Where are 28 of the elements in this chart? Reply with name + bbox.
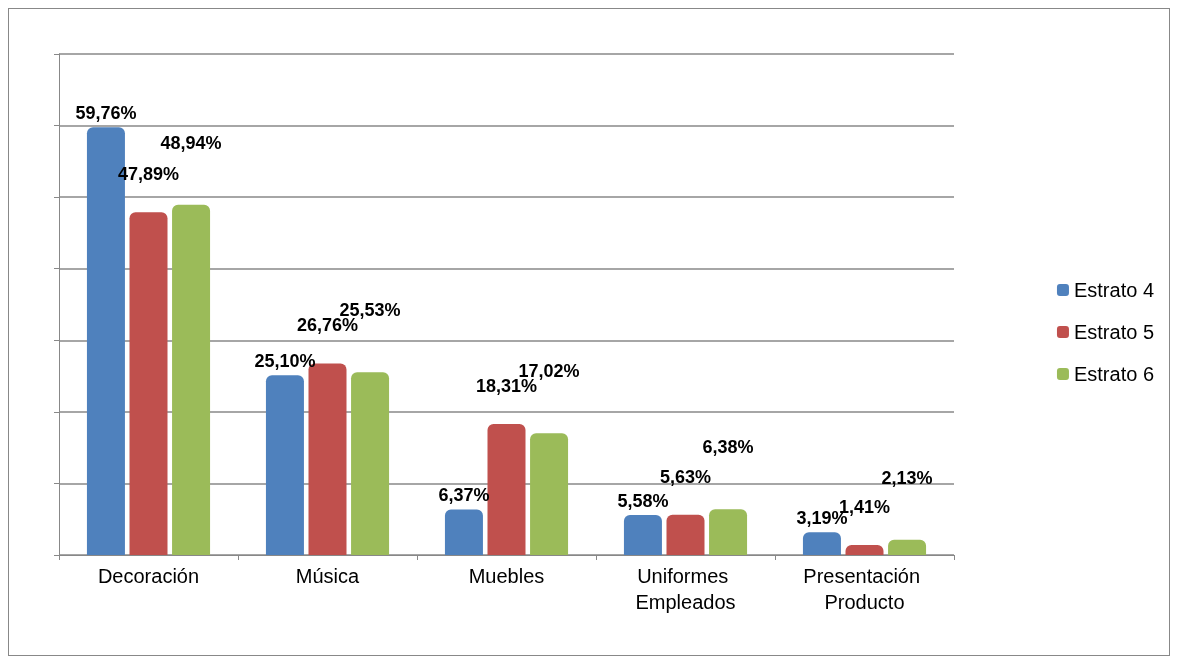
x-tick-label: Uniformes Empleados xyxy=(635,565,736,613)
bar xyxy=(351,372,390,555)
data-label: 48,94% xyxy=(160,132,222,153)
legend-label: Estrato 6 xyxy=(1073,363,1155,385)
data-label: 6,38% xyxy=(702,437,754,458)
bar xyxy=(530,433,569,555)
data-label: 5,63% xyxy=(659,466,712,487)
bar xyxy=(265,375,304,555)
bar xyxy=(444,509,483,555)
bar xyxy=(623,515,662,555)
x-tick-label: Muebles xyxy=(468,565,545,587)
bar xyxy=(802,532,841,555)
bar xyxy=(845,544,884,555)
x-tick-label: Música xyxy=(295,565,361,587)
bar xyxy=(666,514,705,555)
bar xyxy=(888,539,927,555)
data-label: 5,58% xyxy=(617,491,669,512)
data-label: 59,76% xyxy=(75,103,137,124)
bar xyxy=(487,423,526,555)
bar xyxy=(129,212,168,555)
data-label: 25,10% xyxy=(254,351,316,372)
legend-label: Estrato 4 xyxy=(1073,279,1155,301)
x-tick-label: Decoración xyxy=(97,565,200,587)
x-tick-label: Presentación Producto xyxy=(803,565,926,613)
bar xyxy=(172,204,211,555)
bar xyxy=(709,509,748,555)
data-label: 2,13% xyxy=(881,467,933,488)
legend-label: Estrato 5 xyxy=(1073,321,1155,343)
